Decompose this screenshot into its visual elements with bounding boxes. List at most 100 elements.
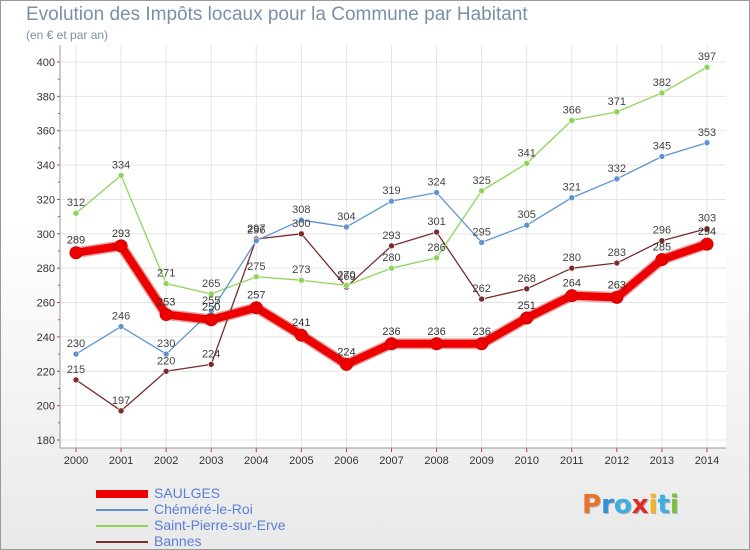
data-point-chemere-le-roi bbox=[162, 350, 170, 358]
data-label-saulges: 289 bbox=[67, 235, 85, 247]
data-label-chemere-le-roi: 304 bbox=[337, 211, 355, 223]
data-label-saint-pierre-sur-erve: 275 bbox=[247, 261, 265, 273]
y-tick-label: 220 bbox=[37, 366, 55, 378]
y-tick-label: 240 bbox=[37, 332, 55, 344]
data-label-saint-pierre-sur-erve: 325 bbox=[472, 175, 490, 187]
data-point-saint-pierre-sur-erve bbox=[433, 254, 440, 262]
data-point-saulges bbox=[69, 246, 83, 260]
data-point-bannes bbox=[207, 361, 215, 368]
x-tick-label: 2010 bbox=[514, 455, 538, 467]
data-label-saulges: 241 bbox=[292, 317, 310, 329]
data-point-saint-pierre-sur-erve bbox=[478, 187, 485, 195]
y-tick-label: 280 bbox=[37, 263, 55, 275]
data-label-saint-pierre-sur-erve: 341 bbox=[518, 147, 536, 159]
data-point-saint-pierre-sur-erve bbox=[207, 290, 215, 298]
data-point-saulges bbox=[610, 290, 624, 304]
legend-swatch bbox=[96, 525, 148, 528]
data-point-saulges bbox=[339, 357, 353, 371]
data-label-bannes: 220 bbox=[157, 355, 175, 367]
x-tick-label: 2006 bbox=[334, 455, 358, 467]
x-tick-label: 2005 bbox=[289, 455, 313, 467]
y-tick-label: 320 bbox=[37, 194, 55, 206]
x-tick-label: 2013 bbox=[650, 455, 674, 467]
data-point-saint-pierre-sur-erve bbox=[388, 264, 395, 272]
logo-letter: x bbox=[631, 490, 649, 520]
data-label-saulges: 257 bbox=[247, 290, 265, 302]
legend-item: SAULGES bbox=[96, 485, 285, 501]
data-point-saint-pierre-sur-erve bbox=[658, 89, 666, 97]
data-point-chemere-le-roi bbox=[117, 323, 125, 330]
data-point-saint-pierre-sur-erve bbox=[613, 108, 621, 116]
data-label-chemere-le-roi: 295 bbox=[472, 226, 490, 238]
data-label-saulges: 250 bbox=[202, 302, 220, 314]
logo-letter: i bbox=[669, 490, 679, 520]
data-point-bannes bbox=[523, 285, 531, 293]
legend-label: SAULGES bbox=[154, 485, 221, 501]
data-label-bannes: 280 bbox=[563, 252, 581, 264]
data-label-saint-pierre-sur-erve: 312 bbox=[67, 197, 85, 209]
data-label-saulges: 285 bbox=[653, 242, 671, 254]
data-label-chemere-le-roi: 305 bbox=[518, 209, 536, 221]
y-tick-label: 180 bbox=[37, 435, 55, 447]
data-label-saint-pierre-sur-erve: 265 bbox=[202, 278, 220, 290]
data-label-saulges: 236 bbox=[427, 326, 445, 338]
data-point-saint-pierre-sur-erve bbox=[252, 273, 260, 281]
data-point-saulges bbox=[204, 313, 218, 327]
data-label-saulges: 294 bbox=[698, 226, 716, 238]
data-label-saint-pierre-sur-erve: 397 bbox=[698, 51, 716, 63]
data-point-saint-pierre-sur-erve bbox=[117, 172, 125, 179]
data-label-saint-pierre-sur-erve: 280 bbox=[382, 252, 400, 264]
logo-letter: P bbox=[582, 490, 602, 520]
data-label-chemere-le-roi: 246 bbox=[112, 311, 130, 323]
data-label-bannes: 301 bbox=[427, 216, 445, 228]
data-label-chemere-le-roi: 230 bbox=[157, 338, 175, 350]
data-label-saulges: 251 bbox=[518, 300, 536, 312]
proxiti-logo: Proxiti bbox=[582, 490, 679, 520]
legend-item: Bannes bbox=[96, 533, 285, 549]
data-point-bannes bbox=[388, 242, 395, 250]
data-label-chemere-le-roi: 324 bbox=[427, 177, 445, 189]
x-tick-label: 2009 bbox=[469, 455, 493, 467]
data-point-saulges bbox=[700, 237, 714, 251]
data-point-saint-pierre-sur-erve bbox=[343, 282, 350, 289]
data-point-saulges bbox=[520, 311, 534, 325]
data-point-saulges bbox=[159, 308, 173, 322]
data-label-bannes: 269 bbox=[337, 271, 355, 283]
data-label-saulges: 236 bbox=[472, 326, 490, 338]
data-label-saulges: 253 bbox=[157, 297, 175, 309]
data-label-chemere-le-roi: 321 bbox=[563, 182, 581, 194]
data-label-bannes: 215 bbox=[67, 364, 85, 376]
data-point-bannes bbox=[703, 225, 711, 232]
data-point-saint-pierre-sur-erve bbox=[72, 209, 80, 217]
chart-subtitle: (en € et par an) bbox=[26, 28, 109, 42]
data-point-bannes bbox=[72, 376, 80, 384]
data-point-bannes bbox=[298, 230, 305, 238]
data-point-chemere-le-roi bbox=[478, 239, 485, 246]
data-label-saulges: 236 bbox=[382, 326, 400, 338]
data-point-chemere-le-roi bbox=[72, 350, 80, 358]
x-tick-label: 2004 bbox=[244, 455, 268, 467]
data-point-saint-pierre-sur-erve bbox=[568, 117, 576, 124]
data-point-chemere-le-roi bbox=[658, 153, 666, 160]
legend-label: Chéméré-le-Roi bbox=[154, 501, 253, 517]
data-point-bannes bbox=[162, 367, 170, 375]
data-label-bannes: 297 bbox=[247, 223, 265, 235]
data-label-saint-pierre-sur-erve: 271 bbox=[157, 268, 175, 280]
data-label-saulges: 224 bbox=[337, 346, 355, 358]
data-point-saulges bbox=[114, 239, 128, 253]
data-point-saulges bbox=[249, 301, 263, 315]
legend-label: Bannes bbox=[154, 533, 202, 549]
data-label-bannes: 224 bbox=[202, 348, 220, 360]
data-label-bannes: 300 bbox=[292, 218, 310, 230]
data-label-chemere-le-roi: 332 bbox=[608, 163, 626, 175]
data-point-bannes bbox=[613, 259, 621, 267]
data-point-saulges bbox=[294, 328, 308, 342]
y-tick-label: 340 bbox=[37, 160, 55, 172]
data-point-chemere-le-roi bbox=[388, 197, 395, 205]
x-tick-label: 2000 bbox=[64, 455, 88, 467]
x-tick-label: 2007 bbox=[379, 455, 403, 467]
logo-letter: t bbox=[657, 490, 670, 520]
data-label-bannes: 296 bbox=[653, 225, 671, 237]
data-label-bannes: 283 bbox=[608, 247, 626, 259]
